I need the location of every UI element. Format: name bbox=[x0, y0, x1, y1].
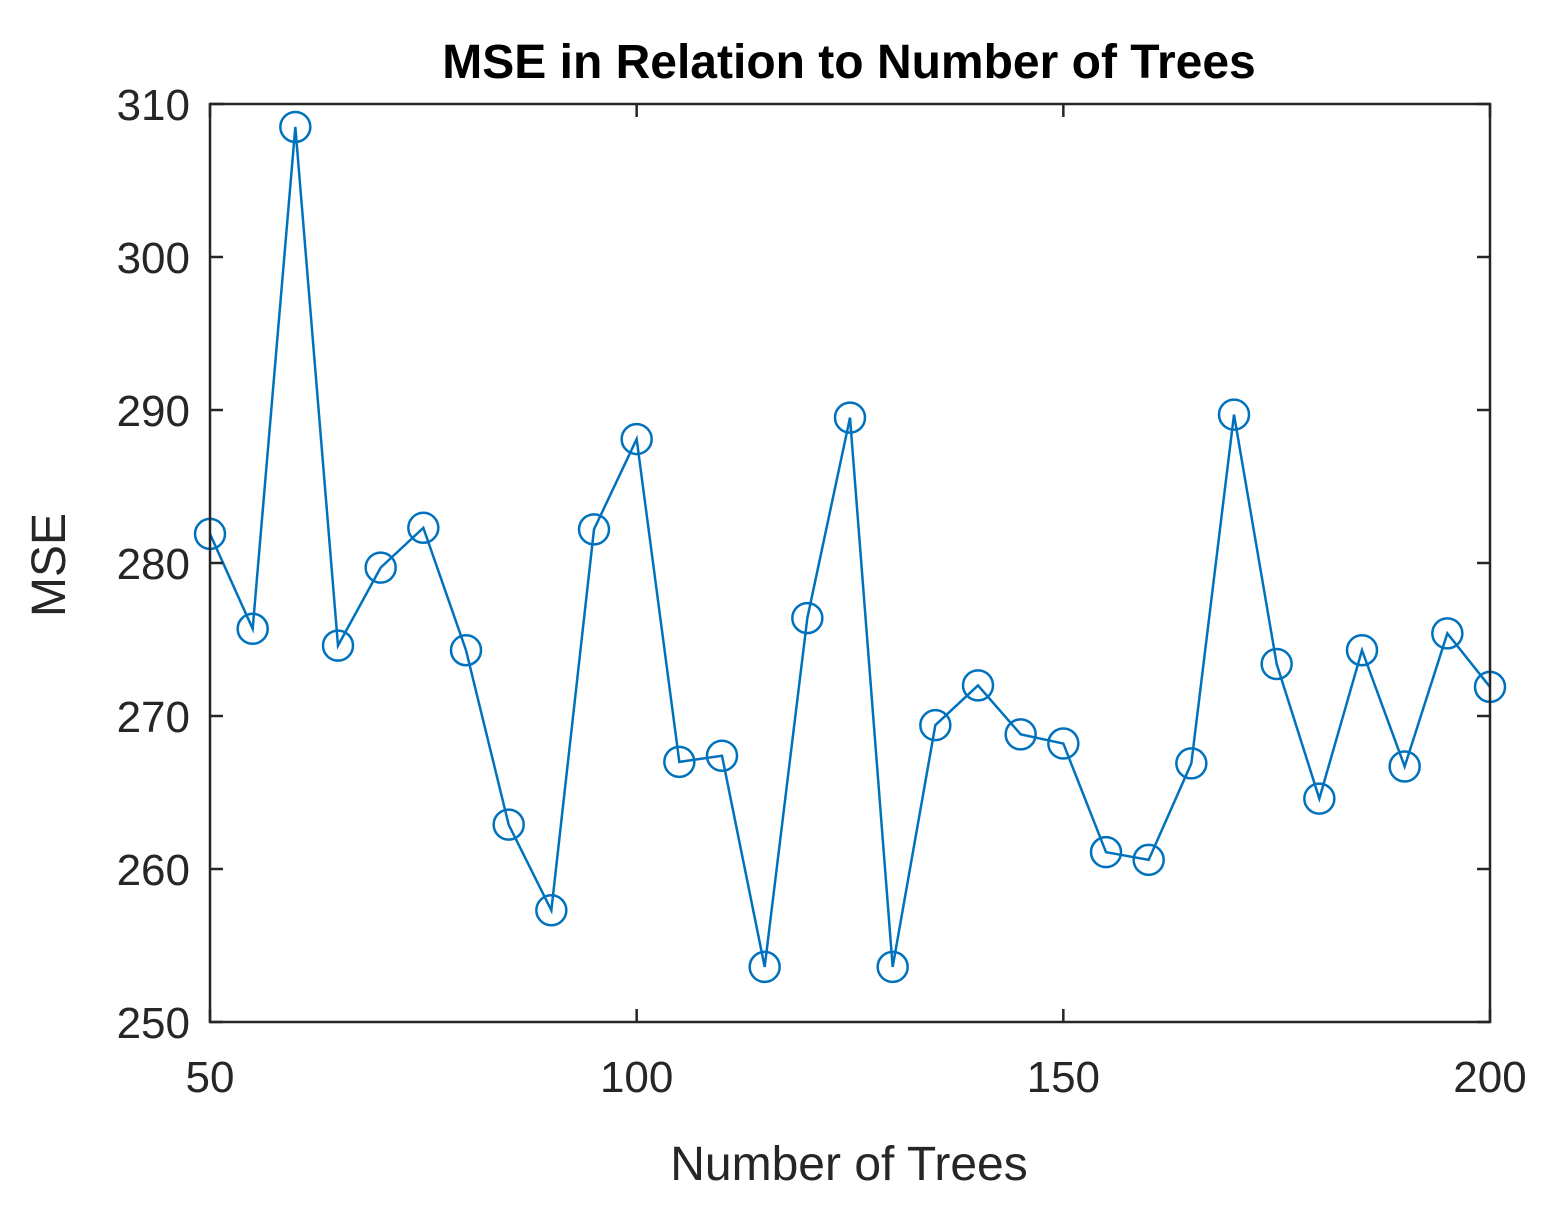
x-tick-label: 100 bbox=[600, 1053, 673, 1102]
data-point-marker bbox=[321, 629, 355, 662]
data-point-marker bbox=[1388, 750, 1421, 783]
x-tick-label: 50 bbox=[186, 1053, 235, 1102]
data-point-marker bbox=[748, 950, 781, 984]
data-point-marker bbox=[919, 708, 952, 742]
data-point-marker bbox=[1431, 617, 1464, 650]
x-tick-label: 200 bbox=[1453, 1053, 1526, 1102]
data-point-marker bbox=[876, 950, 909, 984]
y-tick-label: 250 bbox=[117, 999, 190, 1048]
y-tick-label: 260 bbox=[117, 846, 190, 895]
data-point-marker bbox=[1260, 647, 1293, 681]
chart-title: MSE in Relation to Number of Trees bbox=[442, 36, 1255, 89]
data-point-marker bbox=[1132, 843, 1165, 877]
data-point-marker bbox=[620, 422, 653, 456]
data-point-marker bbox=[577, 513, 611, 546]
axes-box bbox=[208, 102, 1492, 1024]
data-point-marker bbox=[1089, 835, 1123, 869]
y-axis-label: MSE bbox=[23, 513, 76, 617]
data-point-marker bbox=[279, 110, 312, 144]
data-point-marker bbox=[492, 808, 525, 841]
ticks-layer: 50 100 150 200 250 260 270 280 290 300 310 bbox=[117, 81, 1527, 1102]
data-point-marker bbox=[1004, 718, 1037, 751]
data-point-marker bbox=[663, 745, 696, 779]
y-tick-label: 310 bbox=[117, 81, 190, 130]
data-point-marker bbox=[236, 612, 269, 646]
series-line bbox=[208, 126, 1491, 968]
data-point-marker bbox=[407, 511, 440, 545]
x-tick-label: 150 bbox=[1027, 1053, 1100, 1102]
data-point-marker bbox=[449, 633, 483, 667]
data-point-marker bbox=[705, 739, 739, 773]
data-point-marker bbox=[364, 551, 397, 584]
data-point-marker bbox=[1303, 782, 1336, 815]
data-point-marker bbox=[791, 601, 824, 635]
data-point-marker bbox=[961, 669, 995, 702]
y-tick-label: 280 bbox=[117, 540, 190, 589]
data-point-marker bbox=[535, 894, 568, 927]
data-point-marker bbox=[833, 401, 867, 434]
y-tick-label: 270 bbox=[117, 693, 190, 742]
data-point-marker bbox=[1047, 727, 1080, 760]
data-point-marker bbox=[1217, 398, 1251, 431]
series-layer bbox=[193, 110, 1507, 984]
data-point-marker bbox=[1175, 747, 1208, 780]
data-point-marker bbox=[1345, 633, 1379, 667]
y-tick-label: 290 bbox=[117, 387, 190, 436]
y-tick-label: 300 bbox=[117, 234, 190, 283]
x-axis-label: Number of Trees bbox=[670, 1138, 1027, 1191]
